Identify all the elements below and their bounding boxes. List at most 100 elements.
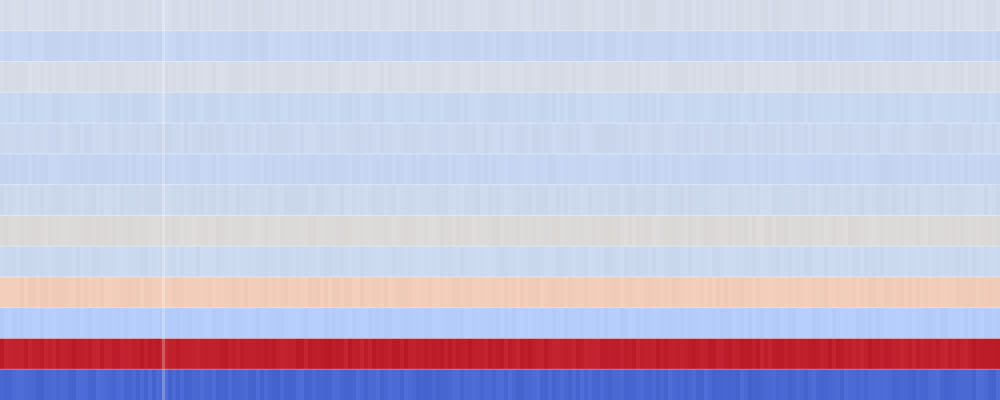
- heatmap-cell: [148, 276, 152, 309]
- heatmap-cell: [600, 369, 604, 400]
- heatmap-cell: [36, 153, 40, 186]
- heatmap-cell: [216, 338, 220, 370]
- heatmap-cell: [852, 92, 856, 124]
- heatmap-cell: [924, 30, 928, 63]
- heatmap-cell: [544, 276, 548, 309]
- heatmap-cell: [220, 246, 224, 278]
- heatmap-cell: [236, 61, 240, 93]
- heatmap-cell: [96, 123, 100, 155]
- heatmap-cell: [252, 369, 256, 400]
- heatmap-cell: [172, 369, 176, 400]
- heatmap-cell: [156, 369, 160, 400]
- heatmap-cell: [924, 215, 928, 247]
- heatmap-cell: [888, 61, 892, 93]
- heatmap-cell: [328, 153, 332, 186]
- heatmap-cell: [288, 92, 292, 124]
- heatmap-cell: [12, 276, 16, 309]
- heatmap-cell: [460, 153, 464, 186]
- heatmap-cell: [456, 123, 460, 155]
- heatmap-cell: [676, 30, 680, 63]
- heatmap-cell: [124, 123, 128, 155]
- heatmap-cell: [916, 215, 920, 247]
- heatmap-cell: [400, 246, 404, 278]
- heatmap-cell: [604, 338, 608, 370]
- heatmap-cell: [284, 369, 288, 400]
- heatmap-cell: [236, 307, 240, 339]
- heatmap-cell: [504, 0, 508, 32]
- heatmap-cell: [744, 307, 748, 339]
- heatmap-cell: [184, 338, 188, 370]
- heatmap-cell: [224, 123, 228, 155]
- heatmap-cell: [408, 30, 412, 63]
- heatmap-cell: [532, 153, 536, 186]
- heatmap-cell: [316, 307, 320, 339]
- heatmap-cell: [448, 276, 452, 309]
- heatmap-cell: [192, 246, 196, 278]
- heatmap-cell: [184, 184, 188, 216]
- heatmap-cell: [624, 338, 628, 370]
- heatmap-cell: [260, 276, 264, 309]
- heatmap-cell: [140, 369, 144, 400]
- heatmap-cell: [480, 307, 484, 339]
- heatmap-cell: [444, 307, 448, 339]
- heatmap-cell: [864, 61, 868, 93]
- heatmap-cell: [960, 123, 964, 155]
- heatmap-cell: [528, 307, 532, 339]
- heatmap-cell: [952, 338, 956, 370]
- heatmap-cell: [876, 184, 880, 216]
- heatmap-cell: [904, 61, 908, 93]
- heatmap-cell: [156, 307, 160, 339]
- heatmap-cell: [656, 30, 660, 63]
- heatmap-cell: [644, 92, 648, 124]
- heatmap-cell: [592, 276, 596, 309]
- heatmap-cell: [56, 215, 60, 247]
- heatmap-cell: [164, 0, 168, 32]
- heatmap-cell: [260, 0, 264, 32]
- heatmap-cell: [656, 0, 660, 32]
- heatmap-cell: [552, 215, 556, 247]
- heatmap-cell: [248, 307, 252, 339]
- heatmap-cell: [148, 123, 152, 155]
- heatmap-cell: [240, 0, 244, 32]
- heatmap-cell: [904, 184, 908, 216]
- heatmap-cell: [660, 276, 664, 309]
- heatmap-cell: [756, 123, 760, 155]
- heatmap-cell: [596, 0, 600, 32]
- heatmap-cell: [324, 246, 328, 278]
- heatmap-cell: [396, 0, 400, 32]
- heatmap-cell: [252, 153, 256, 186]
- heatmap-cell: [108, 338, 112, 370]
- heatmap-cell: [304, 215, 308, 247]
- heatmap-cell: [420, 276, 424, 309]
- heatmap-cell: [832, 92, 836, 124]
- heatmap-cell: [580, 246, 584, 278]
- heatmap-cell: [556, 30, 560, 63]
- heatmap-cell: [708, 276, 712, 309]
- heatmap-cell: [960, 92, 964, 124]
- heatmap-cell: [196, 246, 200, 278]
- heatmap-cell: [872, 369, 876, 400]
- heatmap-cell: [664, 30, 668, 63]
- heatmap-cell: [44, 184, 48, 216]
- heatmap-cell: [764, 369, 768, 400]
- heatmap-cell: [828, 123, 832, 155]
- heatmap-cell: [860, 153, 864, 186]
- heatmap-cell: [444, 215, 448, 247]
- heatmap-cell: [560, 153, 564, 186]
- heatmap-cell: [764, 338, 768, 370]
- heatmap-cell: [60, 153, 64, 186]
- heatmap-cell: [516, 307, 520, 339]
- heatmap-cell: [760, 123, 764, 155]
- heatmap-cell: [564, 246, 568, 278]
- heatmap-cell: [660, 153, 664, 186]
- heatmap-cell: [628, 369, 632, 400]
- heatmap-cell: [756, 369, 760, 400]
- heatmap-cell: [484, 338, 488, 370]
- heatmap-cell: [848, 123, 852, 155]
- heatmap-cell: [688, 184, 692, 216]
- heatmap-row: [0, 61, 1000, 93]
- heatmap-cell: [876, 153, 880, 186]
- heatmap-cell: [512, 307, 516, 339]
- heatmap-cell: [208, 30, 212, 63]
- heatmap-cell: [976, 246, 980, 278]
